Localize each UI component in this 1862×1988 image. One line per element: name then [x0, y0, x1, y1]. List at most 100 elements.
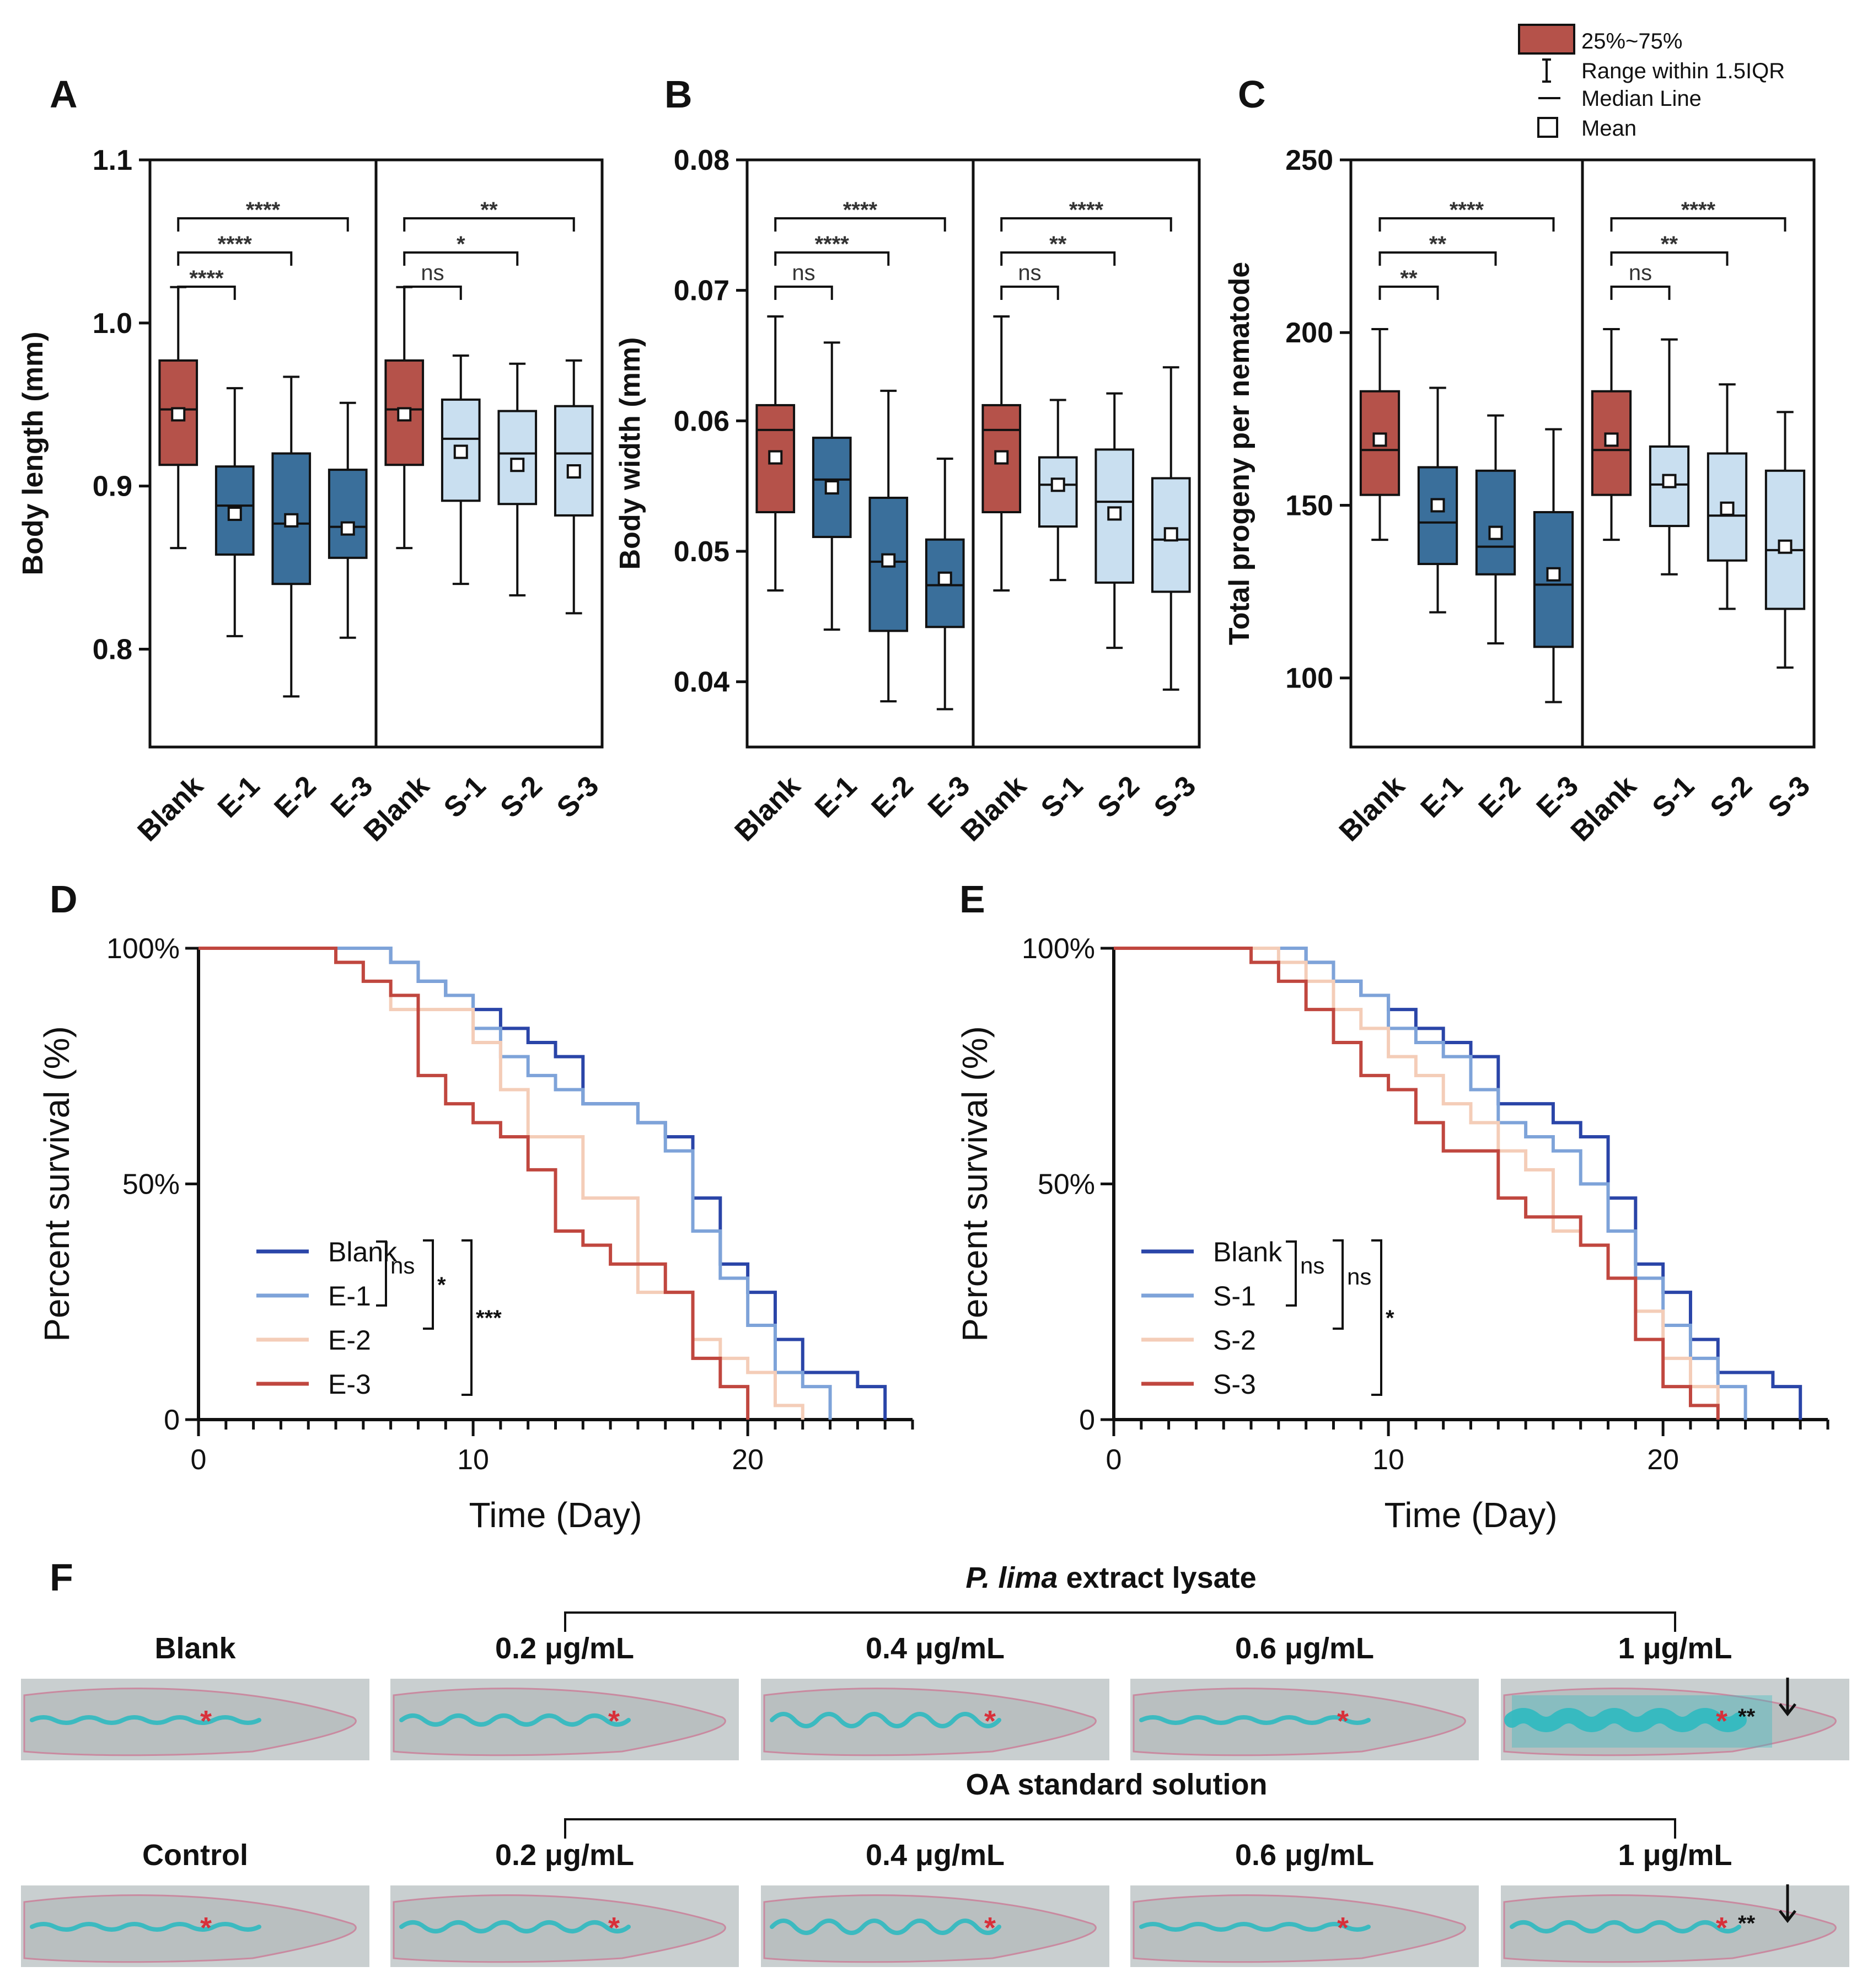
y-tick-label: 0.05: [674, 536, 729, 568]
box-blank-0: [755, 315, 796, 592]
mean-marker: [937, 571, 952, 586]
bracket-line: [1000, 217, 1172, 232]
mean-marker: [284, 513, 299, 528]
intestine-star-marker: *: [984, 1911, 996, 1944]
x-category-label: Blank: [1565, 770, 1643, 847]
down-arrow-icon: [1779, 1884, 1796, 1923]
iqr-box: [1038, 456, 1078, 528]
x-category-label: Blank: [358, 770, 436, 847]
iqr-box: [497, 410, 538, 506]
significance-bracket: ****: [177, 232, 293, 266]
bracket-label: ****: [815, 232, 850, 256]
y-tick-label: 0.8: [93, 634, 132, 666]
bracket-label: **: [1661, 232, 1678, 256]
intestine-star-marker: *: [608, 1911, 620, 1944]
bracket-line: [423, 1239, 434, 1330]
y-tick-label: 100%: [106, 933, 180, 965]
x-category-label: S-2: [1704, 770, 1758, 824]
bracket-line: [403, 217, 575, 232]
bracket-label: ns: [792, 261, 815, 285]
x-category-label: E-2: [866, 770, 920, 824]
micrograph-extract-1: *: [390, 1679, 739, 1760]
significance-bracket: ****: [177, 266, 236, 300]
mean-marker: [768, 450, 783, 465]
box-panel-c: C 250 200 150 100 Total progeny per nematode B…: [1224, 73, 1816, 848]
bracket-line: [1371, 1239, 1382, 1396]
bracket-label: ***: [476, 1306, 502, 1330]
y-tick-label: 0.08: [674, 144, 729, 176]
intestine-star-marker: *: [608, 1705, 620, 1738]
bottom-bracket-line: [564, 1818, 1676, 1839]
significance-bracket: ****: [1000, 198, 1172, 232]
y-tick-label: 0: [164, 1404, 180, 1436]
significance-bracket: ****: [177, 198, 349, 232]
x-tick-label: 20: [1647, 1444, 1679, 1476]
bracket-label: **: [1429, 232, 1447, 256]
y-axis-label: Percent survival (%): [37, 1026, 77, 1342]
significance-bracket: **: [1378, 266, 1439, 300]
intestine-star-marker: *: [1716, 1911, 1727, 1944]
bracket-line: [1000, 286, 1059, 300]
box-s-1-5: [441, 354, 481, 585]
iqr-box: [1417, 466, 1458, 565]
box-s-3-7: [1764, 411, 1806, 669]
significance-bracket: **: [403, 198, 575, 232]
top-bracket-title: P. lima extract lysate: [965, 1561, 1256, 1594]
box-blank-0: [158, 286, 198, 550]
x-category-label: S-1: [1035, 770, 1089, 824]
panel-letter: F: [50, 1556, 73, 1599]
mean-marker: [1430, 498, 1445, 513]
mean-marker: [1488, 525, 1503, 540]
legend-label-s-1: S-1: [1213, 1281, 1256, 1312]
micrograph-label: Control: [142, 1839, 248, 1872]
box-e-1-1: [214, 387, 255, 637]
box-s-2-6: [1707, 383, 1748, 610]
legend-label-s-2: S-2: [1213, 1325, 1256, 1356]
y-axis-label: Percent survival (%): [955, 1026, 995, 1342]
x-category-label: S-3: [1148, 770, 1202, 824]
mean-marker: [340, 521, 355, 536]
survival-line-e-1: [198, 947, 832, 1420]
x-category-label: E-1: [809, 770, 863, 824]
bracket-line: [403, 251, 519, 266]
box-e-3-3: [925, 457, 965, 711]
bracket-label: **: [1400, 266, 1418, 291]
legend-mean-label: Mean: [1581, 116, 1636, 141]
bracket-line: [177, 217, 349, 232]
survival-line-blank: [198, 947, 887, 1420]
y-tick-label: 150: [1285, 490, 1333, 522]
x-tick-label: 10: [457, 1444, 489, 1476]
survival-line-e-3: [198, 947, 750, 1420]
bracket-label: ns: [1347, 1264, 1371, 1289]
diffuse-stain: [1512, 1695, 1772, 1748]
bracket-label: *: [1386, 1306, 1394, 1330]
bracket-line: [462, 1239, 473, 1396]
x-category-label: S-1: [1646, 770, 1700, 824]
box-blank-4: [384, 286, 425, 550]
y-tick-label: 100: [1285, 663, 1333, 695]
bracket-line: [177, 286, 236, 300]
bracket-line: [376, 1240, 387, 1307]
mean-marker: [1372, 432, 1387, 447]
intestine-star-marker: *: [1337, 1705, 1349, 1738]
iqr-box: [554, 405, 594, 517]
y-tick-label: 0: [1079, 1404, 1095, 1436]
double-star-marker: **: [1738, 1911, 1756, 1936]
iqr-box: [1591, 390, 1632, 496]
x-category-label: S-2: [495, 770, 549, 824]
x-category-label: Blank: [955, 770, 1033, 847]
mean-marker: [171, 407, 186, 422]
bracket-label: **: [480, 198, 498, 222]
mean-marker: [1778, 539, 1793, 554]
mean-marker: [566, 464, 581, 479]
mean-marker: [1720, 501, 1735, 516]
legend-iqr-label: 25%~75%: [1581, 29, 1682, 53]
micrograph-label: 0.2 μg/mL: [495, 1839, 634, 1872]
mean-marker: [453, 444, 468, 459]
survival-line-s-1: [1114, 947, 1747, 1420]
panel-letter: E: [959, 878, 985, 921]
significance-bracket: ****: [774, 232, 890, 266]
box-e-2-2: [271, 375, 312, 698]
